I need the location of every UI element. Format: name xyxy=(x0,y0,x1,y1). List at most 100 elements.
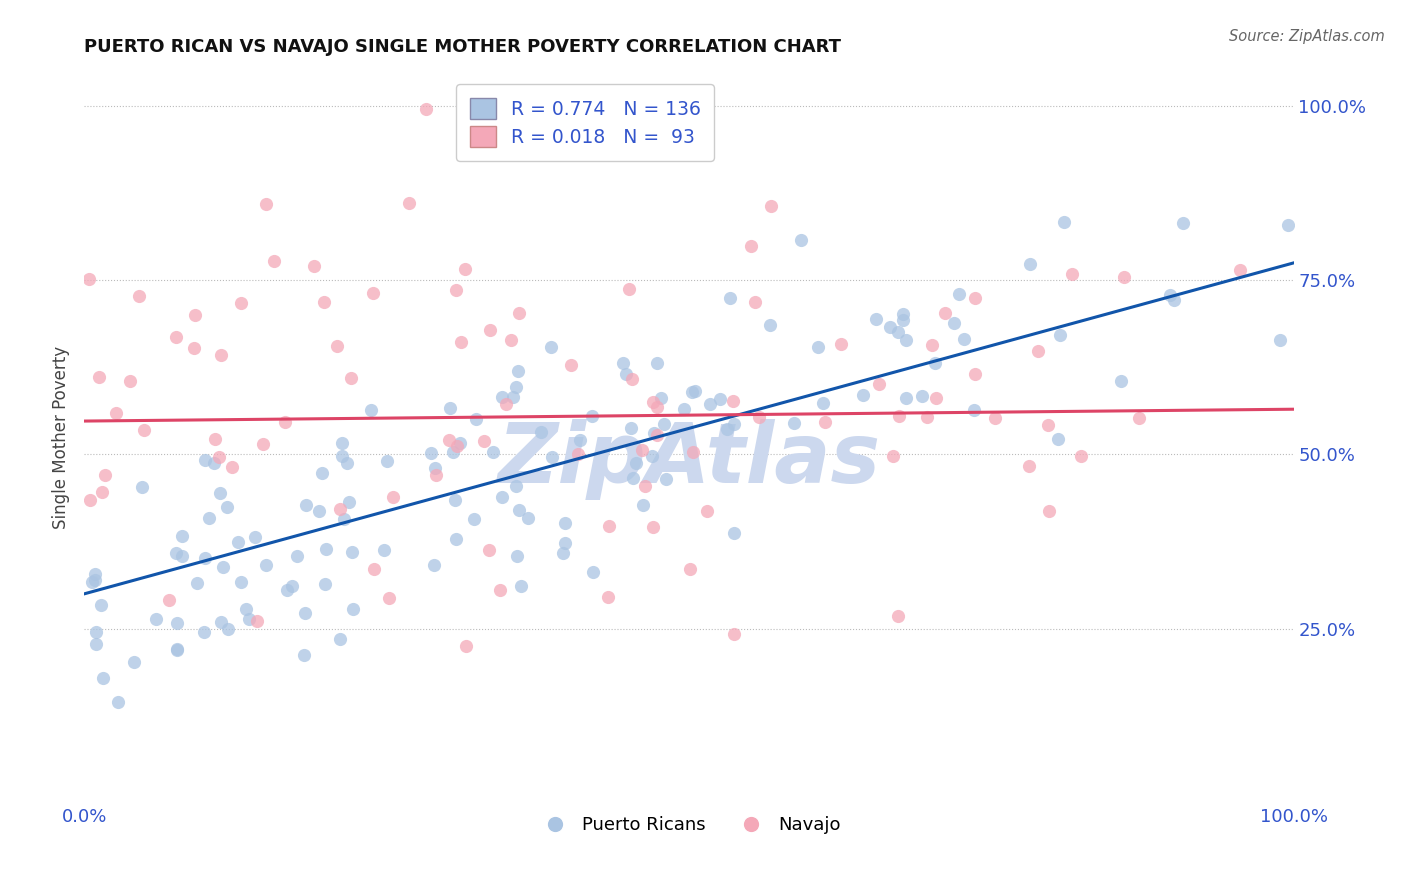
Point xyxy=(202,456,225,470)
Point xyxy=(1038,503,1060,517)
Point xyxy=(186,576,208,591)
Point xyxy=(894,333,917,347)
Point xyxy=(1159,288,1181,302)
Point xyxy=(311,466,333,480)
Point xyxy=(84,567,107,582)
Point xyxy=(783,416,806,430)
Point xyxy=(488,582,510,597)
Point xyxy=(696,503,718,517)
Point xyxy=(673,401,696,416)
Point xyxy=(330,436,353,450)
Point xyxy=(170,529,193,543)
Point xyxy=(235,602,257,616)
Point xyxy=(540,450,562,464)
Point xyxy=(509,579,531,593)
Point xyxy=(449,436,471,450)
Point xyxy=(654,417,676,432)
Point xyxy=(567,448,589,462)
Legend: Puerto Ricans, Navajo: Puerto Ricans, Navajo xyxy=(530,809,848,841)
Point xyxy=(723,627,745,641)
Point xyxy=(229,295,252,310)
Point xyxy=(337,495,360,509)
Point xyxy=(122,655,145,669)
Point xyxy=(718,291,741,305)
Point xyxy=(491,390,513,404)
Point xyxy=(204,433,226,447)
Point xyxy=(495,396,517,410)
Point xyxy=(963,402,986,417)
Y-axis label: Single Mother Poverty: Single Mother Poverty xyxy=(52,345,70,529)
Point xyxy=(984,411,1007,425)
Point xyxy=(614,368,637,382)
Point xyxy=(208,485,231,500)
Point xyxy=(948,287,970,301)
Point xyxy=(120,375,142,389)
Point xyxy=(1047,432,1070,446)
Point xyxy=(84,625,107,640)
Point xyxy=(314,577,336,591)
Point xyxy=(472,434,495,448)
Point xyxy=(84,573,107,587)
Point xyxy=(441,444,464,458)
Point xyxy=(887,608,910,623)
Point xyxy=(1163,293,1185,308)
Point xyxy=(276,583,298,598)
Point xyxy=(193,625,215,640)
Point xyxy=(439,401,461,416)
Point xyxy=(263,254,285,268)
Point xyxy=(634,479,657,493)
Point xyxy=(454,639,477,653)
Point xyxy=(166,642,188,657)
Point xyxy=(91,484,114,499)
Point xyxy=(361,286,384,301)
Point xyxy=(326,339,349,353)
Point xyxy=(963,368,986,382)
Point xyxy=(759,199,782,213)
Point xyxy=(807,340,830,354)
Point xyxy=(422,558,444,573)
Point xyxy=(378,591,401,605)
Point xyxy=(1070,449,1092,463)
Point xyxy=(107,695,129,709)
Point xyxy=(87,370,110,384)
Point xyxy=(612,357,634,371)
Point xyxy=(209,615,232,629)
Point xyxy=(633,498,655,512)
Point xyxy=(1128,411,1150,425)
Point xyxy=(157,593,180,607)
Point xyxy=(281,579,304,593)
Point xyxy=(620,421,643,435)
Point xyxy=(91,671,114,685)
Point xyxy=(229,574,252,589)
Point xyxy=(505,479,527,493)
Point xyxy=(943,316,966,330)
Point xyxy=(382,490,405,504)
Point xyxy=(631,442,654,457)
Point xyxy=(1062,267,1084,281)
Point xyxy=(94,468,117,483)
Point xyxy=(596,591,619,605)
Point xyxy=(165,330,187,344)
Point xyxy=(499,333,522,347)
Text: Source: ZipAtlas.com: Source: ZipAtlas.com xyxy=(1229,29,1385,44)
Point xyxy=(681,384,703,399)
Point xyxy=(183,341,205,355)
Point xyxy=(423,461,446,475)
Point xyxy=(915,410,938,425)
Point xyxy=(208,450,231,464)
Point xyxy=(450,334,472,349)
Point xyxy=(619,282,641,296)
Point xyxy=(868,377,890,392)
Point xyxy=(921,338,943,352)
Point xyxy=(598,519,620,533)
Point xyxy=(246,614,269,628)
Point xyxy=(360,403,382,417)
Point xyxy=(463,512,485,526)
Point xyxy=(330,449,353,463)
Point xyxy=(891,307,914,321)
Point xyxy=(491,491,513,505)
Point xyxy=(363,561,385,575)
Point xyxy=(709,392,731,406)
Point xyxy=(194,551,217,566)
Point xyxy=(643,394,665,409)
